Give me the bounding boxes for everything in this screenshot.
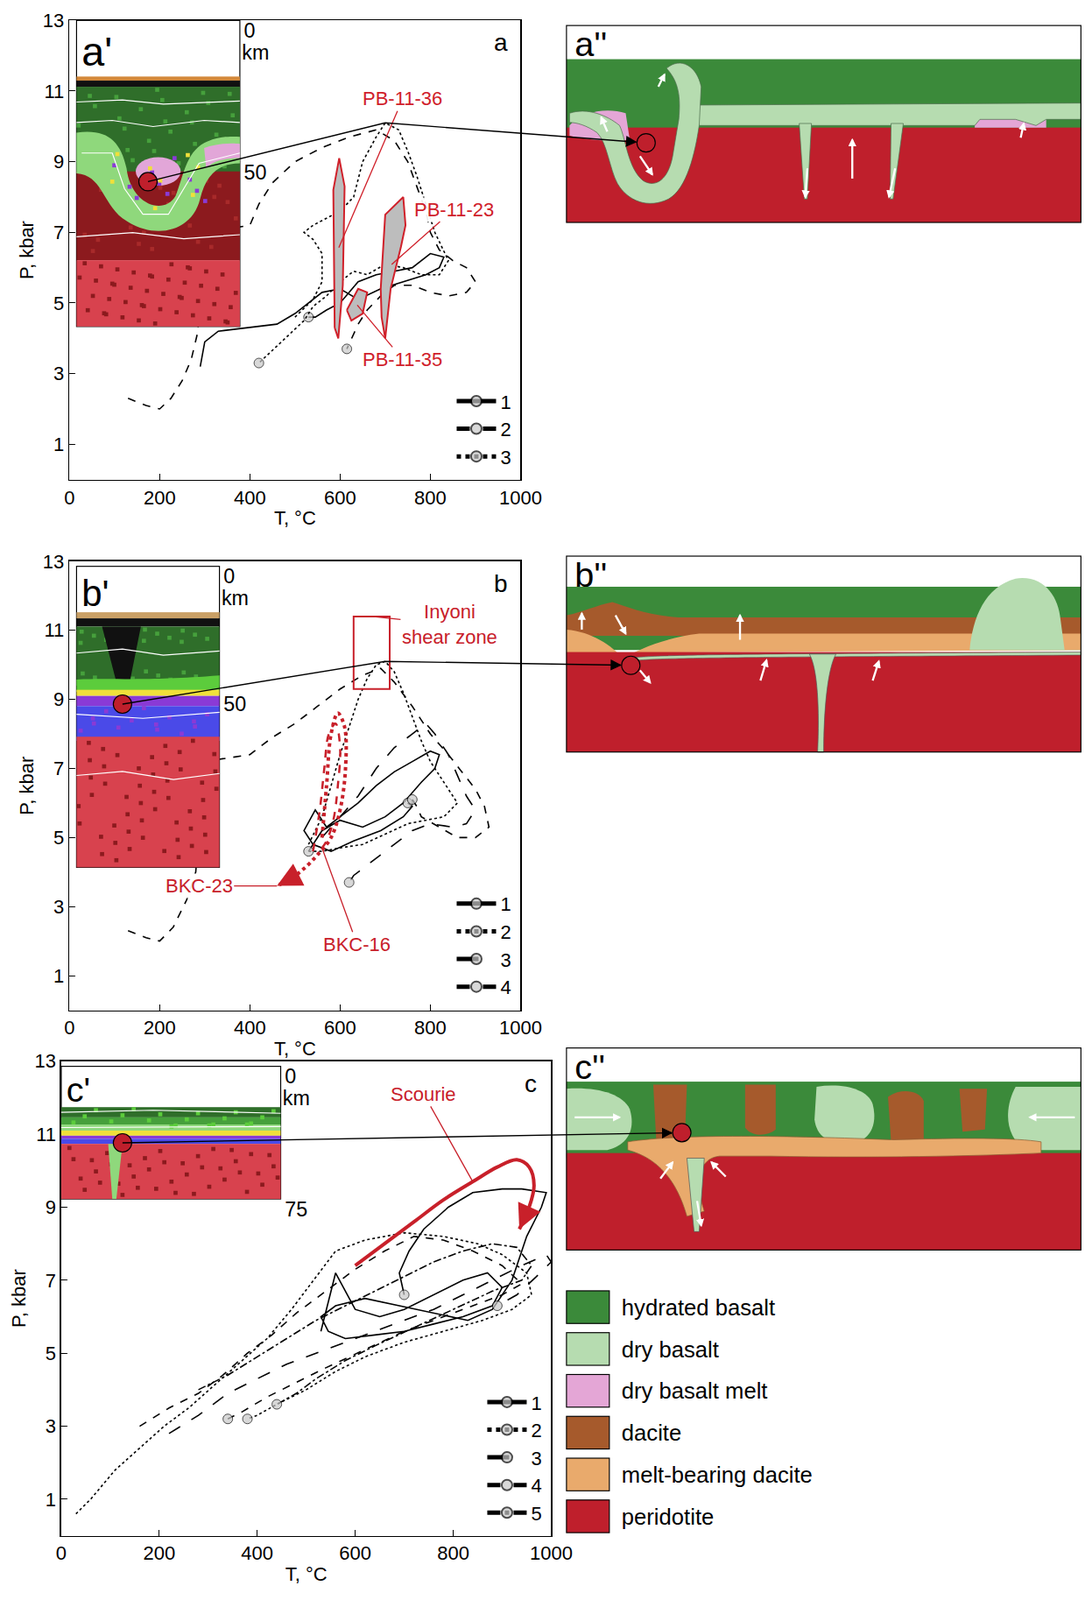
svg-text:T, °C: T, °C: [285, 1563, 328, 1586]
svg-text:1: 1: [53, 433, 64, 456]
svg-text:Inyonishear zone: Inyonishear zone: [401, 600, 498, 649]
svg-text:km: km: [282, 1086, 310, 1110]
svg-text:75: 75: [284, 1197, 308, 1221]
svg-text:T, °C: T, °C: [274, 1037, 317, 1060]
svg-text:dry basalt: dry basalt: [621, 1337, 719, 1362]
svg-text:a'': a'': [574, 24, 607, 64]
svg-text:5: 5: [53, 826, 64, 849]
svg-text:0: 0: [223, 564, 235, 588]
svg-text:1000: 1000: [499, 1016, 543, 1039]
svg-text:400: 400: [233, 486, 267, 509]
svg-text:b: b: [493, 570, 508, 598]
svg-text:9: 9: [53, 150, 64, 173]
svg-text:1: 1: [500, 893, 511, 916]
svg-text:800: 800: [436, 1542, 470, 1565]
svg-text:13: 13: [42, 550, 64, 573]
svg-text:5: 5: [53, 292, 64, 315]
svg-text:3: 3: [500, 446, 511, 469]
svg-text:b'': b'': [574, 555, 607, 594]
svg-text:2: 2: [500, 418, 511, 441]
svg-text:3: 3: [53, 895, 64, 918]
svg-text:b': b': [81, 572, 109, 614]
svg-text:1: 1: [53, 965, 64, 987]
svg-text:c'': c'': [574, 1047, 606, 1086]
svg-text:11: 11: [44, 80, 65, 103]
svg-text:2: 2: [530, 1419, 542, 1442]
svg-text:13: 13: [35, 1049, 57, 1072]
svg-text:800: 800: [414, 1016, 447, 1039]
svg-text:1: 1: [500, 391, 511, 414]
svg-text:Scourie: Scourie: [390, 1083, 457, 1106]
svg-text:600: 600: [338, 1542, 372, 1565]
svg-text:9: 9: [45, 1196, 57, 1219]
svg-text:600: 600: [324, 1016, 357, 1039]
svg-text:3: 3: [45, 1415, 57, 1438]
svg-text:peridotite: peridotite: [621, 1504, 714, 1529]
svg-text:hydrated basalt: hydrated basalt: [621, 1295, 775, 1320]
svg-text:2: 2: [500, 921, 511, 944]
svg-text:0: 0: [244, 19, 256, 43]
svg-text:3: 3: [530, 1447, 542, 1470]
svg-text:km: km: [221, 586, 249, 610]
svg-text:P, kbar: P, kbar: [15, 756, 38, 816]
svg-text:3: 3: [500, 949, 511, 972]
svg-text:BKC-23: BKC-23: [165, 874, 233, 897]
svg-text:dacite: dacite: [621, 1420, 682, 1445]
svg-text:PB-11-36: PB-11-36: [362, 87, 443, 110]
svg-text:5: 5: [45, 1342, 57, 1365]
svg-text:1: 1: [45, 1488, 57, 1511]
svg-text:P, kbar: P, kbar: [7, 1268, 30, 1328]
svg-text:T, °C: T, °C: [274, 507, 317, 529]
svg-text:a: a: [493, 28, 508, 57]
svg-text:200: 200: [143, 486, 177, 509]
svg-text:5: 5: [530, 1502, 542, 1525]
svg-text:PB-11-35: PB-11-35: [362, 348, 443, 371]
svg-text:1000: 1000: [499, 486, 543, 509]
svg-text:4: 4: [500, 976, 511, 999]
svg-text:km: km: [241, 41, 269, 64]
svg-text:0: 0: [63, 1016, 75, 1039]
svg-text:400: 400: [240, 1542, 274, 1565]
svg-text:c: c: [524, 1070, 537, 1098]
svg-text:0: 0: [284, 1064, 296, 1088]
svg-text:200: 200: [142, 1542, 176, 1565]
svg-text:50: 50: [244, 161, 268, 184]
svg-text:3: 3: [53, 362, 64, 385]
svg-text:11: 11: [35, 1123, 57, 1146]
svg-text:0: 0: [63, 486, 75, 509]
svg-text:0: 0: [56, 1542, 67, 1565]
svg-text:BKC-16: BKC-16: [323, 933, 391, 956]
svg-text:13: 13: [42, 9, 64, 32]
svg-text:a': a': [81, 28, 113, 75]
svg-text:800: 800: [414, 486, 447, 509]
svg-text:600: 600: [324, 486, 357, 509]
svg-text:7: 7: [53, 221, 64, 244]
svg-text:7: 7: [53, 757, 64, 780]
svg-text:7: 7: [45, 1269, 57, 1292]
svg-text:11: 11: [44, 619, 65, 642]
svg-text:PB-11-23: PB-11-23: [414, 198, 494, 221]
svg-text:4: 4: [530, 1474, 542, 1497]
svg-text:200: 200: [143, 1016, 177, 1039]
svg-text:400: 400: [233, 1016, 267, 1039]
svg-text:1000: 1000: [529, 1542, 573, 1565]
svg-text:melt-bearing dacite: melt-bearing dacite: [621, 1462, 813, 1487]
svg-text:50: 50: [223, 692, 247, 716]
svg-text:1: 1: [530, 1391, 542, 1414]
svg-text:dry basalt melt: dry basalt melt: [621, 1378, 768, 1403]
svg-text:c': c': [66, 1070, 91, 1109]
svg-text:P, kbar: P, kbar: [15, 220, 38, 280]
svg-text:9: 9: [53, 688, 64, 711]
